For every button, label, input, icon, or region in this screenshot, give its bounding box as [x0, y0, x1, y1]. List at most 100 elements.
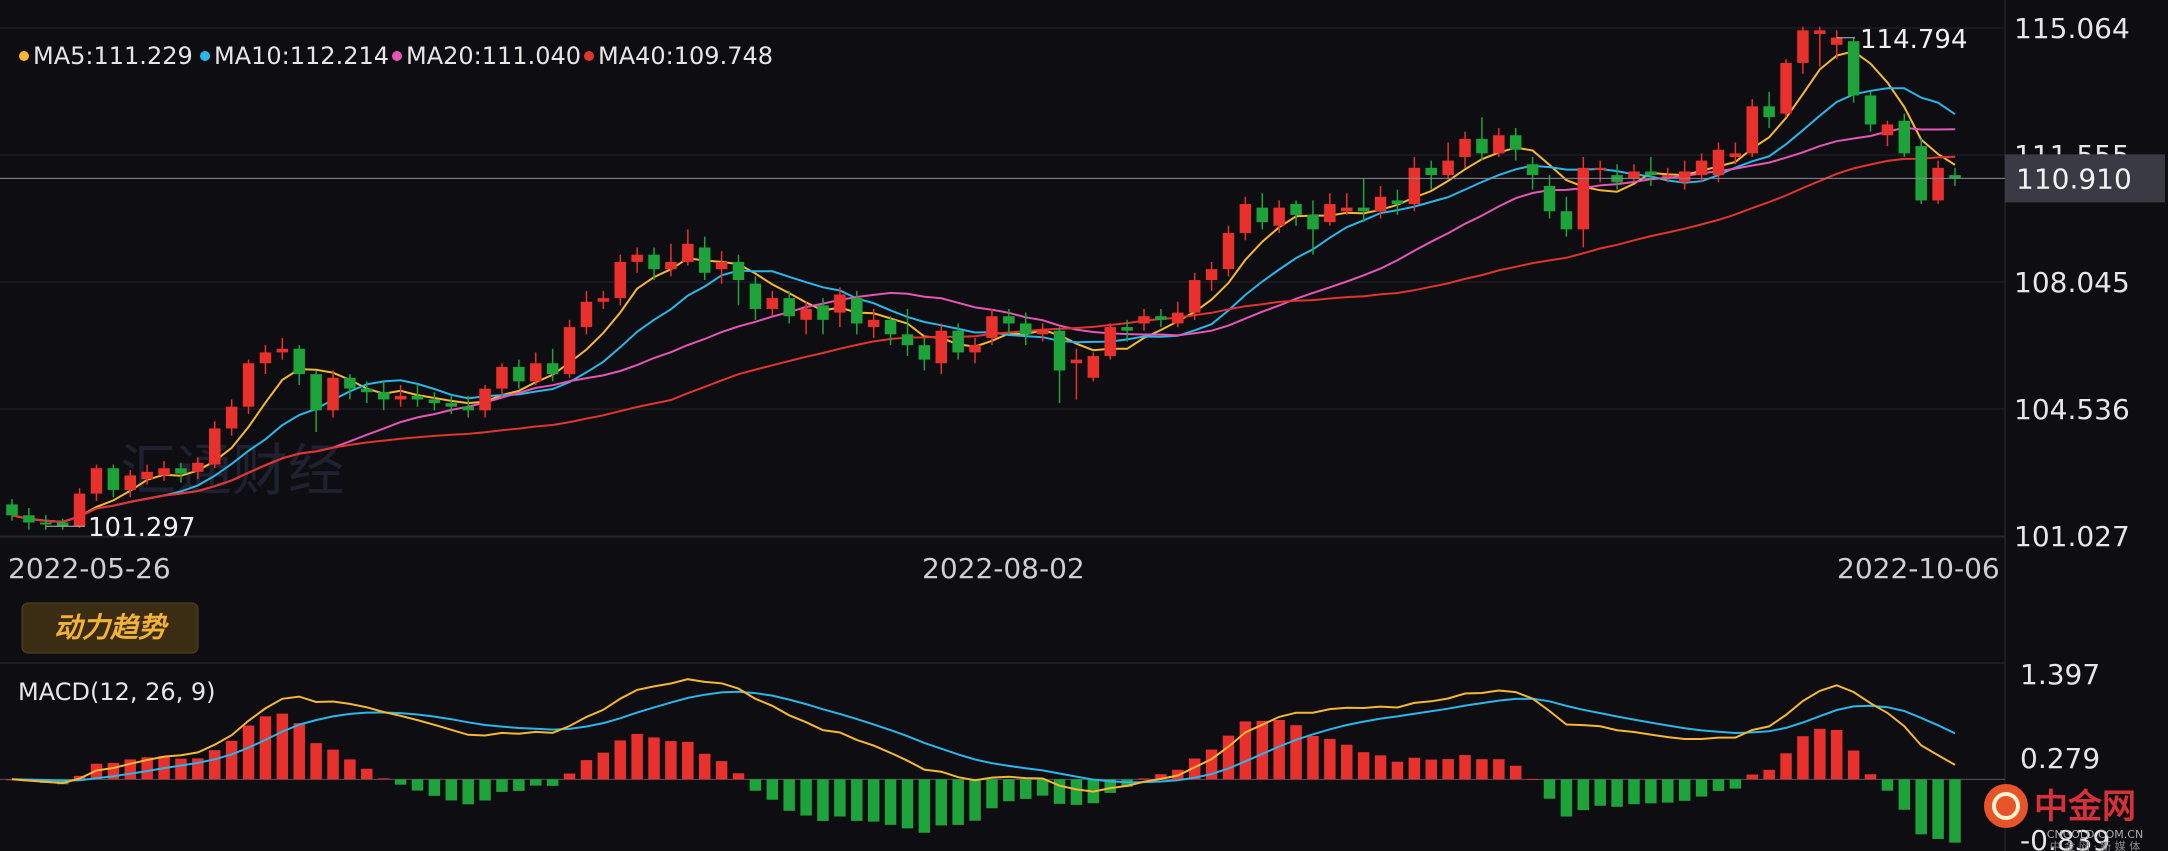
- candle-body: [56, 522, 69, 527]
- macd-bar: [327, 749, 339, 780]
- background-watermark: 汇通财经: [120, 439, 344, 504]
- macd-bar: [1830, 729, 1843, 780]
- macd-bar: [1324, 738, 1336, 780]
- indicator-badge[interactable]: 动力趋势: [21, 602, 199, 654]
- candle: [192, 457, 204, 480]
- macd-tick: -0.839: [2020, 824, 2110, 851]
- candle-body: [293, 348, 305, 375]
- candle-body: [1425, 167, 1437, 176]
- price-tick: 104.536: [2014, 393, 2130, 426]
- macd-bar: [1526, 778, 1539, 780]
- macd-bar: [1695, 779, 1708, 797]
- legend-ma-colon: :: [666, 42, 674, 70]
- candle-body: [1053, 330, 1066, 371]
- candle: [513, 359, 525, 389]
- candle: [1222, 225, 1235, 277]
- candle: [6, 498, 18, 521]
- candle-body: [1341, 207, 1353, 212]
- candle-body: [698, 247, 711, 273]
- indicator-badge-label: 动力趋势: [54, 611, 169, 644]
- candle: [530, 352, 542, 385]
- candle: [749, 276, 762, 320]
- date-label: 2022-08-02: [922, 552, 1085, 585]
- macd-bar: [513, 779, 525, 791]
- macd-bar: [344, 759, 356, 780]
- candle: [1746, 99, 1758, 157]
- candle: [918, 337, 931, 371]
- candle: [479, 384, 491, 418]
- macd-bar: [952, 779, 964, 825]
- candle-body: [1138, 316, 1150, 324]
- macd-bar: [682, 741, 694, 780]
- ma-legend: MA5:111.229 MA10:112.214 MA20:111.040 MA40:…: [19, 42, 773, 70]
- candle-body: [1205, 269, 1218, 281]
- macd-bar: [1459, 755, 1471, 780]
- legend-dot-ma40: [584, 51, 594, 61]
- candle-body: [1290, 204, 1302, 215]
- macd-bar: [867, 779, 880, 822]
- candle-body: [969, 345, 981, 353]
- candle-body: [1763, 106, 1775, 118]
- candle-body: [1493, 135, 1505, 154]
- candle: [1881, 120, 1894, 147]
- candle: [1239, 196, 1252, 241]
- macd-title: MACD(12, 26, 9): [18, 678, 216, 706]
- candle: [1526, 156, 1539, 190]
- candle: [124, 470, 137, 498]
- macd-bar: [175, 758, 187, 780]
- macd-bar: [1864, 774, 1877, 780]
- macd-bar: [1188, 758, 1201, 780]
- candle: [952, 323, 964, 360]
- candle-body: [1509, 135, 1522, 150]
- macd-bar: [107, 762, 120, 780]
- candle: [1053, 327, 1066, 404]
- legend-ma-colon: :: [474, 42, 482, 70]
- macd-bar: [1476, 759, 1488, 780]
- candle-body: [1932, 167, 1944, 201]
- macd-bar: [462, 779, 474, 805]
- candle-body: [259, 352, 272, 364]
- macd-panel: MACD(12, 26, 9) 1.397 0.279 -0.839: [0, 658, 2110, 851]
- candle: [597, 290, 610, 309]
- legend-ma-name: MA20: [406, 42, 474, 70]
- logo-caption: 中 金 网 · 新 媒 体: [2050, 839, 2140, 851]
- candle-body: [192, 462, 204, 472]
- macd-bar: [1509, 765, 1522, 780]
- candle: [1256, 193, 1269, 230]
- macd-dif-line: [11, 678, 1956, 793]
- macd-bar: [1273, 720, 1285, 780]
- legend-ma-value: 111.040: [482, 42, 581, 70]
- candle-body: [1662, 175, 1674, 178]
- macd-bar: [1425, 759, 1437, 780]
- candle-body: [276, 348, 289, 353]
- candle-body: [1797, 30, 1809, 63]
- macd-bar: [445, 779, 458, 801]
- candle-body: [73, 493, 86, 527]
- candle: [614, 254, 626, 306]
- macd-bar: [1594, 779, 1606, 806]
- macd-bar: [580, 760, 593, 780]
- macd-bar: [1662, 779, 1674, 803]
- macd-bar: [817, 779, 829, 821]
- candle: [1797, 26, 1809, 74]
- candle-body: [1459, 138, 1471, 157]
- candle-body: [935, 330, 948, 364]
- candle: [394, 384, 407, 407]
- date-label: 2022-10-06: [1837, 552, 2000, 585]
- legend-dot-ma5: [19, 51, 29, 61]
- candle-body: [23, 515, 35, 523]
- candle-body: [1780, 62, 1792, 114]
- macd-bar: [1729, 779, 1742, 789]
- candle-body: [1391, 200, 1404, 205]
- macd-bar: [546, 779, 559, 786]
- candle: [496, 363, 508, 396]
- candle-body: [715, 261, 728, 270]
- macd-bar: [1036, 779, 1049, 796]
- macd-bar: [1408, 757, 1421, 780]
- current-price-label: 110.910: [2016, 162, 2132, 195]
- macd-bar: [597, 752, 610, 780]
- candle-body: [1172, 312, 1184, 324]
- candle: [1138, 308, 1150, 331]
- candle-body: [1881, 124, 1894, 136]
- macd-bar: [1560, 779, 1573, 817]
